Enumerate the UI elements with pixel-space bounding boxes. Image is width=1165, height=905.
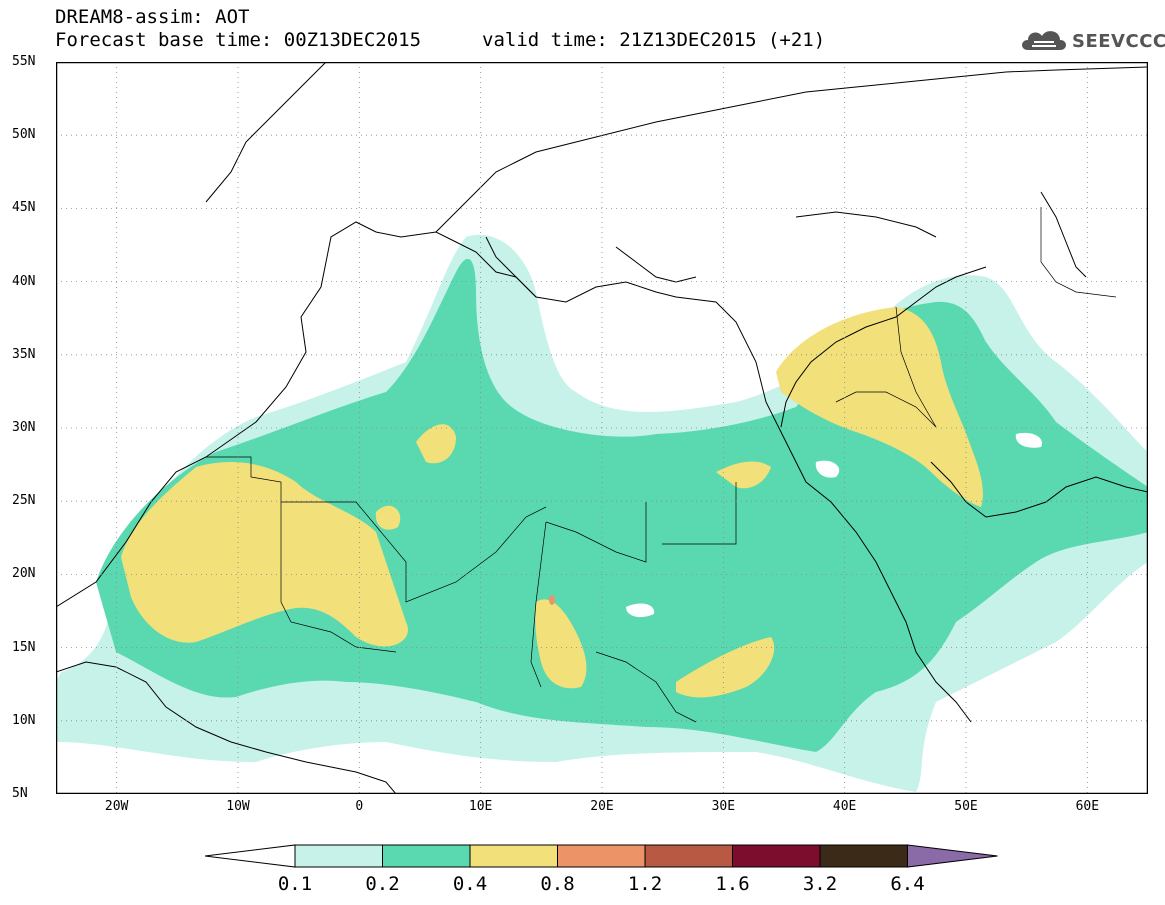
dust-layer bbox=[56, 234, 1148, 793]
valid-time: valid time: 21Z13DEC2015 (+21) bbox=[482, 29, 826, 51]
colorbar-segment bbox=[644, 844, 733, 868]
map-gridlines bbox=[56, 62, 1148, 794]
colorbar-level-label: 0.2 bbox=[365, 873, 400, 895]
lat-tick-label: 35N bbox=[12, 346, 36, 362]
borders bbox=[206, 207, 1117, 723]
lat-tick-label: 50N bbox=[12, 127, 36, 143]
lat-tick-label: 5N bbox=[12, 786, 28, 801]
aot-map bbox=[56, 62, 1148, 794]
lat-tick-label: 15N bbox=[12, 639, 36, 655]
colorbar-over-triangle bbox=[907, 844, 998, 868]
colorbar-segment bbox=[557, 844, 646, 868]
border-egypt-sudan bbox=[662, 482, 737, 545]
aot-0.8-spot bbox=[549, 595, 555, 605]
coastline-europe bbox=[435, 66, 1148, 233]
colorbar bbox=[205, 844, 998, 868]
coastline-levant bbox=[780, 266, 987, 428]
aot-0.4-algeria bbox=[416, 424, 456, 464]
lat-tick-label: 30N bbox=[12, 420, 36, 435]
lat-tick-label: 10N bbox=[12, 712, 36, 728]
lon-tick-label: 10W bbox=[226, 799, 250, 814]
coastline-africa-north-east bbox=[56, 221, 972, 723]
lon-tick-label: 20W bbox=[104, 799, 129, 814]
colorbar-under-triangle bbox=[205, 844, 296, 868]
aot-0.4-chad bbox=[535, 599, 587, 689]
lat-tick-label: 45N bbox=[12, 200, 36, 216]
aot-0.4-west-africa bbox=[121, 462, 408, 647]
logo-text: SEEVCCC bbox=[1072, 31, 1165, 52]
coastline-greece bbox=[615, 246, 697, 283]
border-libya-chad bbox=[545, 502, 647, 563]
map-title: DREAM8-assim: AOT bbox=[55, 6, 250, 28]
lon-tick-label: 40E bbox=[832, 799, 857, 814]
lat-tick-label: 55N bbox=[12, 54, 36, 69]
lon-tick-label: 0 bbox=[355, 799, 364, 814]
coastline-gulf-guinea bbox=[56, 661, 397, 794]
lat-tick-label: 20N bbox=[12, 566, 36, 582]
colorbar-segment bbox=[732, 844, 821, 868]
coastline-black-sea bbox=[795, 211, 937, 238]
coastline-persian-gulf bbox=[930, 461, 1148, 518]
colorbar-level-label: 0.8 bbox=[540, 873, 575, 895]
aot-0.4-sudan bbox=[676, 637, 775, 698]
border-central-africa bbox=[595, 651, 697, 723]
forecast-base-time: Forecast base time: 00Z13DEC2015 bbox=[55, 29, 422, 51]
colorbar-level-label: 3.2 bbox=[802, 873, 838, 895]
lon-tick-label: 20E bbox=[590, 799, 614, 814]
aot-0.4-egypt bbox=[716, 461, 771, 489]
aot-0.4-mali bbox=[375, 505, 401, 530]
border-niger-chad bbox=[530, 521, 547, 688]
aot-0.4-middle-east bbox=[776, 307, 983, 507]
colorbar-segment bbox=[294, 844, 383, 868]
colorbar-level-label: 1.2 bbox=[627, 873, 663, 895]
colorbar-level-label: 6.4 bbox=[890, 873, 925, 895]
coastline-italy bbox=[485, 236, 537, 298]
lon-tick-label: 60E bbox=[1075, 799, 1100, 814]
lat-tick-label: 25N bbox=[12, 493, 36, 509]
lon-tick-label: 50E bbox=[954, 799, 978, 814]
border-algeria-niger bbox=[281, 501, 547, 603]
cloud-icon bbox=[1022, 31, 1066, 50]
border-mauritania-mali bbox=[206, 456, 397, 653]
coastlines bbox=[56, 62, 1148, 794]
colorbar-level-label: 1.6 bbox=[715, 873, 750, 895]
coastline-iberia-france bbox=[205, 62, 327, 203]
seevccc-logo: SEEVCCC bbox=[1018, 22, 1165, 58]
lon-tick-label: 10E bbox=[468, 799, 493, 814]
border-iraq-iran bbox=[895, 306, 937, 428]
colorbar-segment bbox=[382, 844, 471, 868]
lat-tick-label: 40N bbox=[12, 273, 36, 289]
lon-tick-label: 30E bbox=[711, 799, 736, 814]
colorbar-segment bbox=[469, 844, 558, 868]
clear-area-3 bbox=[1015, 432, 1042, 448]
colorbar-segment bbox=[819, 844, 908, 868]
clear-area-1 bbox=[626, 603, 655, 618]
colorbar-level-label: 0.1 bbox=[277, 873, 313, 895]
clear-area-2 bbox=[815, 460, 840, 478]
border-iraq-saudi bbox=[835, 391, 937, 428]
colorbar-level-label: 0.4 bbox=[452, 873, 488, 895]
map-frame bbox=[56, 62, 1148, 794]
